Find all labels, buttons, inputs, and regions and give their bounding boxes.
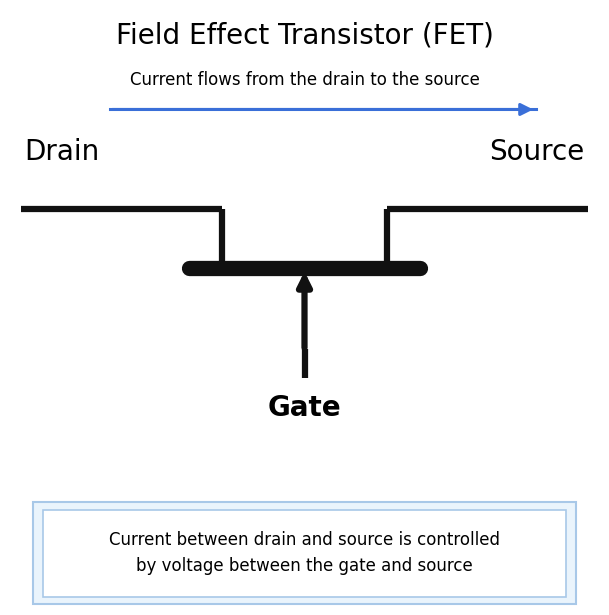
Text: Drain: Drain [24, 138, 100, 167]
Text: Source: Source [490, 138, 585, 167]
FancyBboxPatch shape [33, 502, 576, 604]
FancyBboxPatch shape [43, 510, 566, 597]
Text: Current flows from the drain to the source: Current flows from the drain to the sour… [130, 71, 479, 89]
Text: Current between drain and source is controlled
by voltage between the gate and s: Current between drain and source is cont… [109, 531, 500, 576]
Text: Field Effect Transistor (FET): Field Effect Transistor (FET) [116, 22, 493, 50]
Text: Gate: Gate [268, 394, 341, 422]
